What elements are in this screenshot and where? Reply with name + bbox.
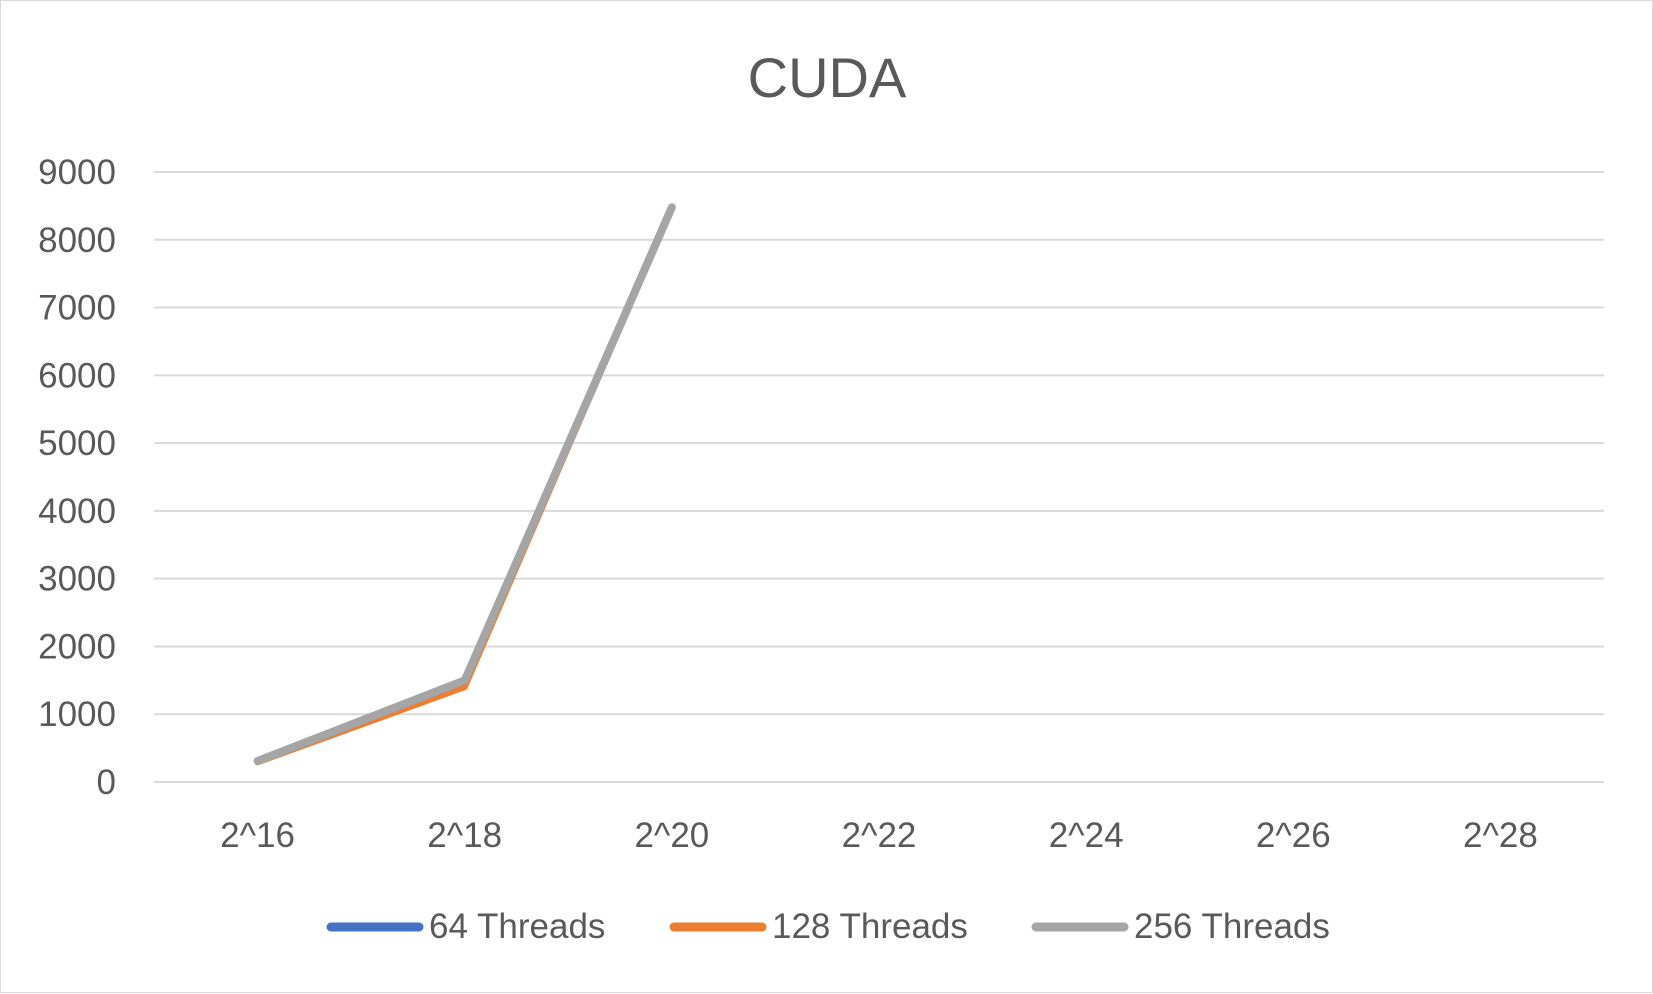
y-tick-label: 6000 <box>38 356 116 395</box>
x-tick-label: 2^28 <box>1463 816 1538 855</box>
legend: 64 Threads 128 Threads 256 Threads <box>326 907 1330 946</box>
x-tick-label: 2^18 <box>427 816 502 855</box>
series-lines <box>253 203 676 766</box>
y-tick-label: 2000 <box>38 627 116 666</box>
chart-title: CUDA <box>748 46 907 109</box>
x-tick-label: 2^24 <box>1049 816 1124 855</box>
y-tick-label: 9000 <box>38 153 116 192</box>
legend-label: 256 Threads <box>1134 907 1330 946</box>
y-tick-label: 1000 <box>38 695 116 734</box>
legend-label: 128 Threads <box>772 907 968 946</box>
y-tick-label: 0 <box>97 763 116 802</box>
x-tick-label: 2^22 <box>842 816 917 855</box>
legend-label: 64 Threads <box>429 907 605 946</box>
y-tick-label: 8000 <box>38 221 116 260</box>
y-axis-ticks: 0 1000 2000 3000 4000 5000 6000 7000 8000 9000 <box>38 153 116 802</box>
y-tick-label: 5000 <box>38 424 116 463</box>
x-axis-ticks: 2^16 2^18 2^20 2^22 2^24 2^26 2^28 <box>220 816 1538 855</box>
y-tick-label: 4000 <box>38 492 116 531</box>
y-tick-label: 7000 <box>38 289 116 328</box>
y-tick-label: 3000 <box>38 560 116 599</box>
x-tick-label: 2^26 <box>1256 816 1331 855</box>
gridlines <box>154 171 1604 783</box>
series-line-256-threads <box>253 203 676 765</box>
x-tick-label: 2^20 <box>634 816 709 855</box>
x-tick-label: 2^16 <box>220 816 295 855</box>
